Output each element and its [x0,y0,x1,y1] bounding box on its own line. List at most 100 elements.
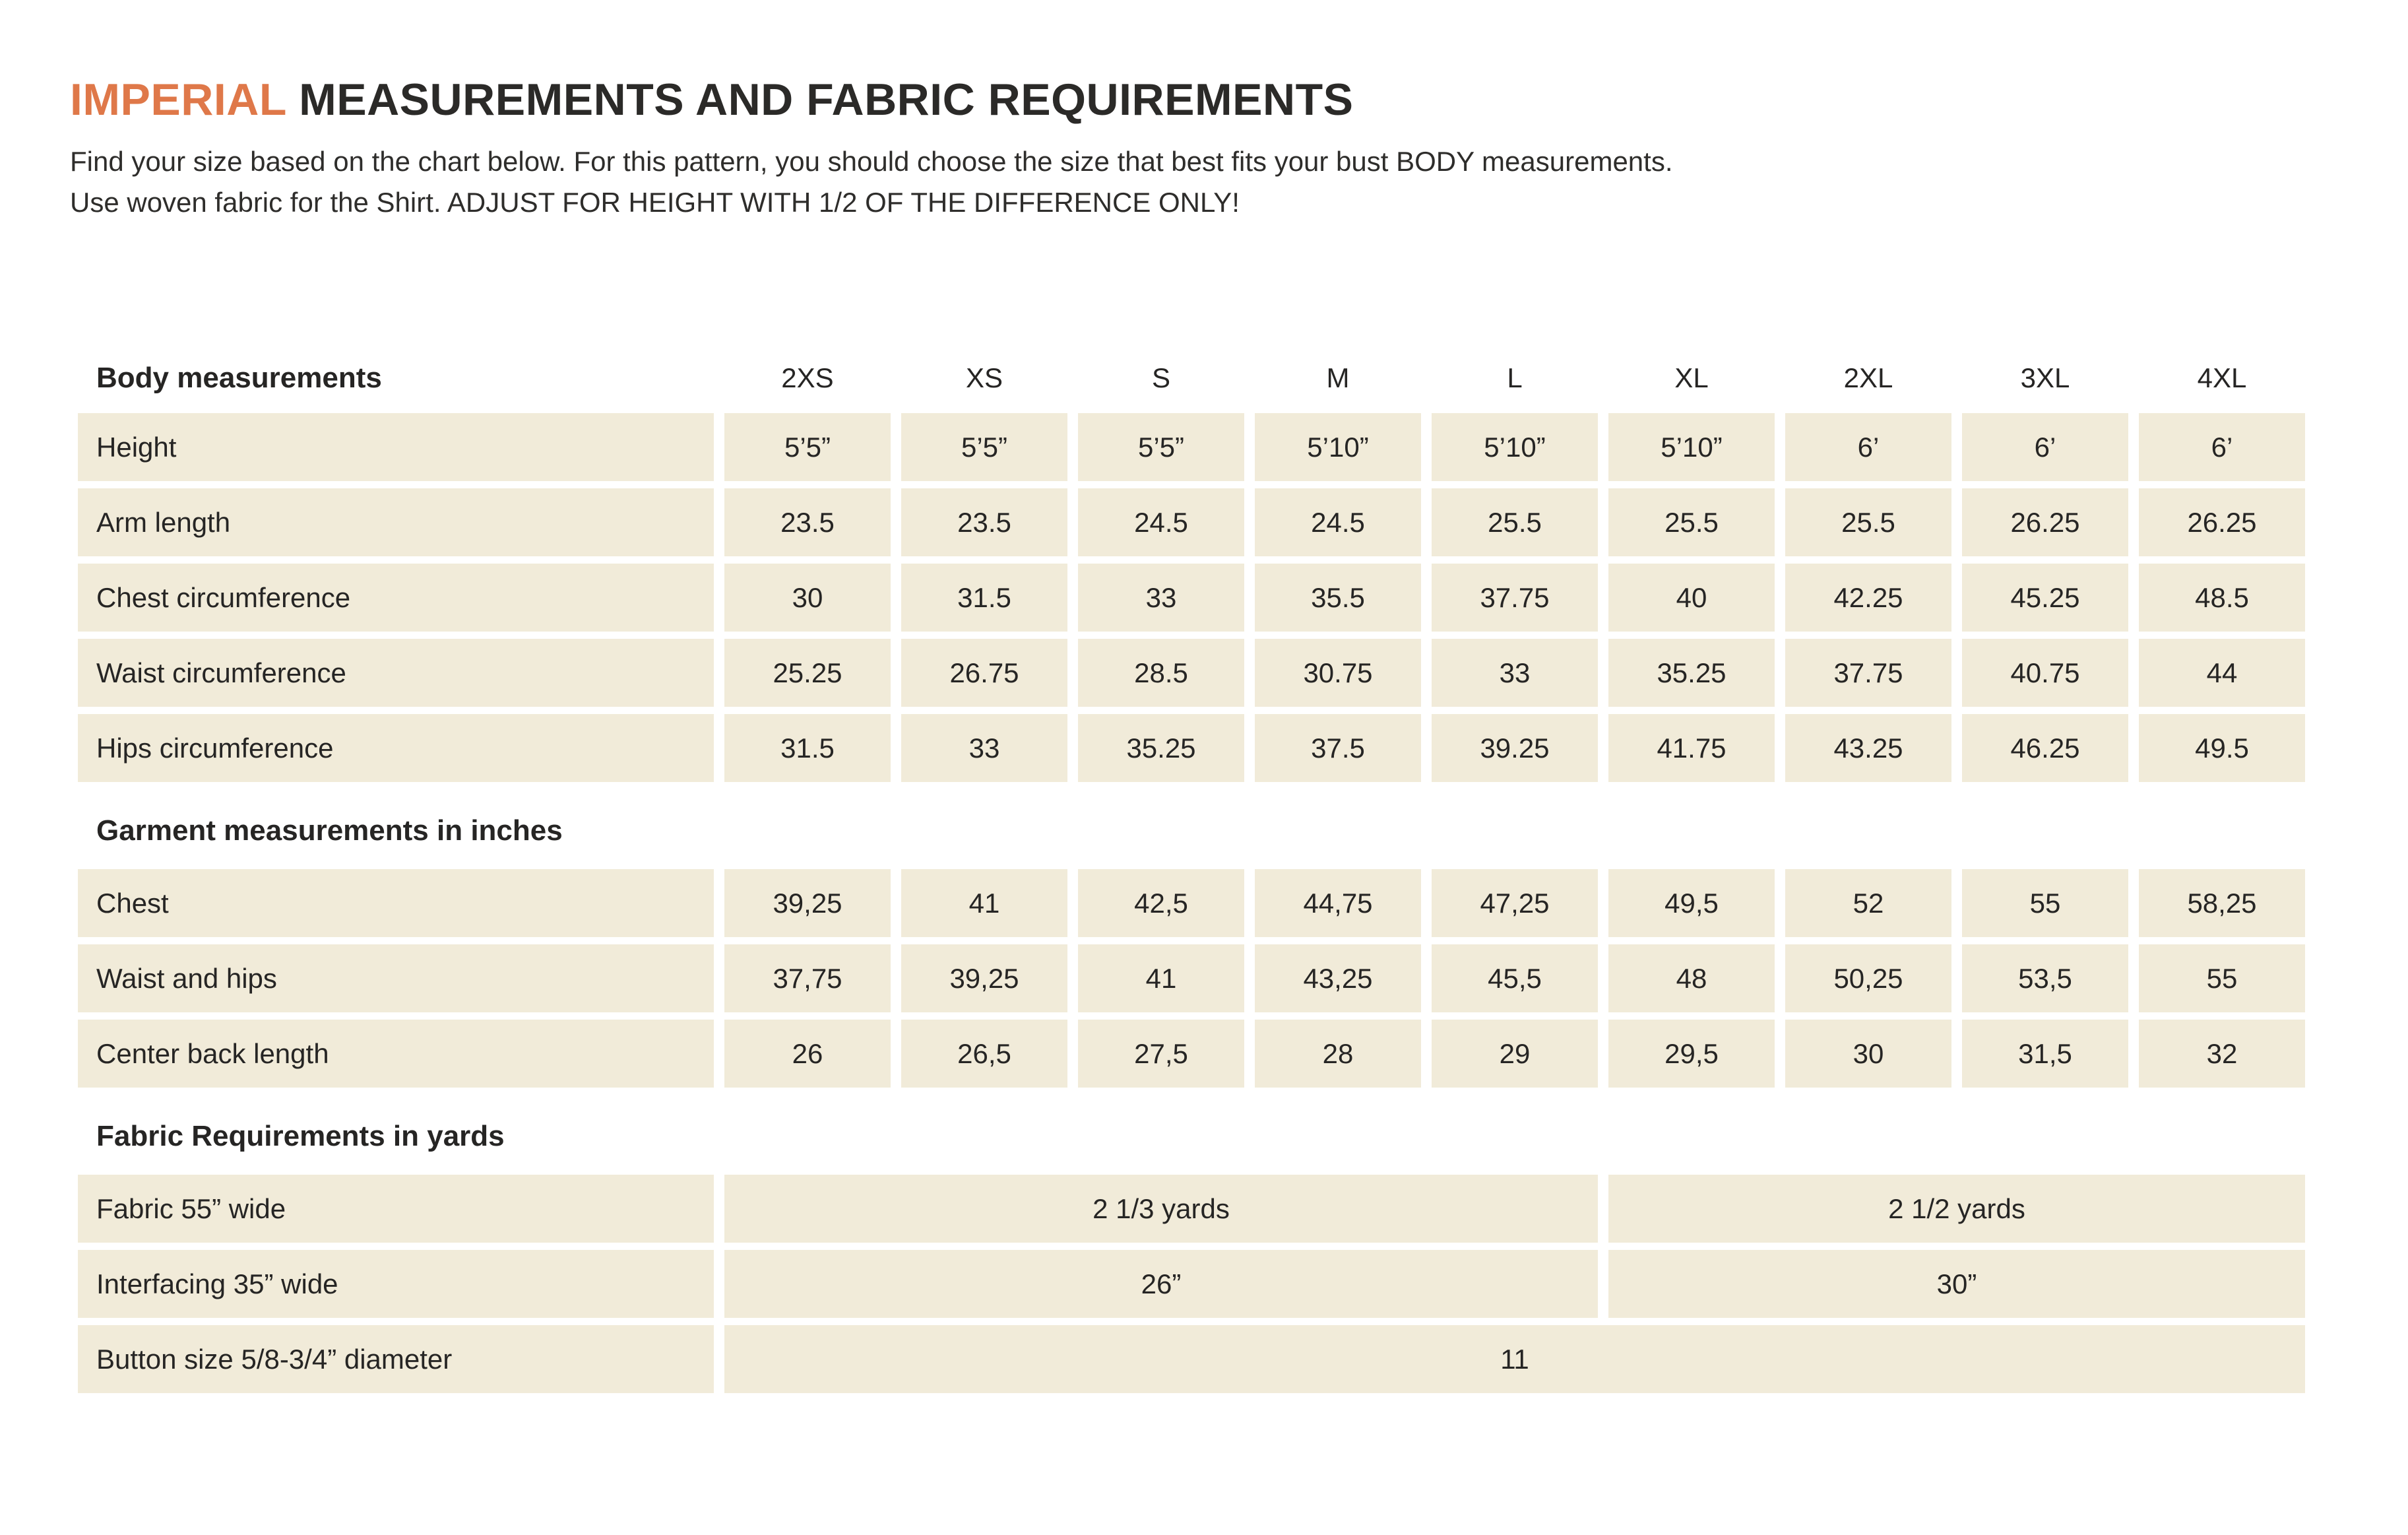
intro-line-2: Use woven fabric for the Shirt. ADJUST F… [70,187,1240,218]
measurement-cell: 24.5 [1255,488,1421,556]
measurement-cell: 41.75 [1608,714,1775,782]
measurement-cell: 47,25 [1432,869,1598,937]
measurement-cell: 43,25 [1255,944,1421,1012]
table-row-interfacing: Interfacing 35” wide 26” 30” [78,1250,2329,1318]
row-label: Fabric 55” wide [78,1175,714,1243]
table-row-waist-circumference: Waist circumference 25.25 26.75 28.5 30.… [78,639,2329,707]
merged-cell-left: 26” [724,1250,1598,1318]
measurement-cell: 33 [901,714,1067,782]
row-label: Button size 5/8-3/4” diameter [78,1325,714,1393]
table-row-garment-waist-hips: Waist and hips 37,75 39,25 41 43,25 45,5… [78,944,2329,1012]
measurement-cell: 37.5 [1255,714,1421,782]
measurement-cell: 24.5 [1078,488,1244,556]
section-header-garment: Garment measurements in inches [96,814,563,847]
column-header-size-xl: XL [1674,362,1709,393]
measurement-cell: 6’ [1962,413,2128,481]
measurement-cell: 26.75 [901,639,1067,707]
column-header-size-xs: XS [965,362,1003,393]
measurement-cell: 29,5 [1608,1020,1775,1088]
measurement-cell: 28.5 [1078,639,1244,707]
measurement-cell: 26,5 [901,1020,1067,1088]
measurement-cell: 48 [1608,944,1775,1012]
section-header-fabric: Fabric Requirements in yards [96,1120,505,1152]
page-title: IMPERIAL MEASUREMENTS AND FABRIC REQUIRE… [70,74,2329,125]
measurement-cell: 44 [2139,639,2305,707]
row-label: Chest circumference [78,564,714,632]
measurement-cell: 26.25 [1962,488,2128,556]
column-header-size-l: L [1507,362,1523,393]
measurement-cell: 5’5” [1078,413,1244,481]
measurement-cell: 41 [1078,944,1244,1012]
measurement-cell: 35.5 [1255,564,1421,632]
merged-cell-right: 2 1/2 yards [1608,1175,2305,1243]
row-label: Hips circumference [78,714,714,782]
measurement-cell: 41 [901,869,1067,937]
measurement-cell: 39,25 [901,944,1067,1012]
table-row-height: Height 5’5” 5’5” 5’5” 5’10” 5’10” 5’10” … [78,413,2329,481]
table-row-center-back-length: Center back length 26 26,5 27,5 28 29 29… [78,1020,2329,1088]
measurement-cell: 33 [1078,564,1244,632]
title-accent: IMPERIAL [70,75,286,125]
measurement-cell: 23.5 [724,488,891,556]
column-header-size-4xl: 4XL [2197,362,2247,393]
measurement-cell: 39.25 [1432,714,1598,782]
size-header-row: Body measurements 2XS XS S M L XL 2XL 3X… [78,354,2329,403]
measurement-cell: 31.5 [724,714,891,782]
measurement-cell: 6’ [1785,413,1951,481]
measurement-cell: 5’5” [724,413,891,481]
measurement-cell: 39,25 [724,869,891,937]
measurement-cell: 27,5 [1078,1020,1244,1088]
measurement-cell: 30 [1785,1020,1951,1088]
column-header-body-measurements: Body measurements [96,362,382,394]
title-rest: MEASUREMENTS AND FABRIC REQUIREMENTS [286,75,1354,125]
measurement-cell: 43.25 [1785,714,1951,782]
row-label: Arm length [78,488,714,556]
measurement-cell: 35.25 [1608,639,1775,707]
measurement-cell: 45,5 [1432,944,1598,1012]
measurement-cell: 44,75 [1255,869,1421,937]
measurement-cell: 5’10” [1608,413,1775,481]
row-label: Chest [78,869,714,937]
measurement-cell: 6’ [2139,413,2305,481]
measurement-cell: 37.75 [1432,564,1598,632]
intro-line-1: Find your size based on the chart below.… [70,146,1673,177]
measurement-cell: 42,5 [1078,869,1244,937]
measurement-cell: 58,25 [2139,869,2305,937]
measurement-cell: 53,5 [1962,944,2128,1012]
measurement-cell: 45.25 [1962,564,2128,632]
table-row-button-size: Button size 5/8-3/4” diameter 11 [78,1325,2329,1393]
measurement-cell: 32 [2139,1020,2305,1088]
measurement-cell: 37.75 [1785,639,1951,707]
column-header-size-3xl: 3XL [2020,362,2070,393]
merged-cell-left: 2 1/3 yards [724,1175,1598,1243]
measurement-cell: 31.5 [901,564,1067,632]
row-label: Waist and hips [78,944,714,1012]
measurement-cell: 33 [1432,639,1598,707]
measurement-cell: 40.75 [1962,639,2128,707]
measurement-cell: 49,5 [1608,869,1775,937]
measurement-cell: 5’10” [1432,413,1598,481]
table-row-hips-circumference: Hips circumference 31.5 33 35.25 37.5 39… [78,714,2329,782]
measurement-cell: 52 [1785,869,1951,937]
merged-cell-full: 11 [724,1325,2305,1393]
table-row-chest-circumference: Chest circumference 30 31.5 33 35.5 37.7… [78,564,2329,632]
table-row-fabric-wide: Fabric 55” wide 2 1/3 yards 2 1/2 yards [78,1175,2329,1243]
measurement-cell: 25.5 [1432,488,1598,556]
row-label: Waist circumference [78,639,714,707]
measurement-cell: 23.5 [901,488,1067,556]
measurement-cell: 25.25 [724,639,891,707]
measurement-cell: 37,75 [724,944,891,1012]
row-label: Interfacing 35” wide [78,1250,714,1318]
measurement-chart: Body measurements 2XS XS S M L XL 2XL 3X… [78,354,2329,1393]
measurement-cell: 35.25 [1078,714,1244,782]
row-label: Center back length [78,1020,714,1088]
measurement-cell: 49.5 [2139,714,2305,782]
merged-cell-right: 30” [1608,1250,2305,1318]
measurement-cell: 29 [1432,1020,1598,1088]
measurement-cell: 26 [724,1020,891,1088]
measurement-cell: 40 [1608,564,1775,632]
measurement-cell: 25.5 [1608,488,1775,556]
measurement-cell: 5’10” [1255,413,1421,481]
table-row-arm-length: Arm length 23.5 23.5 24.5 24.5 25.5 25.5… [78,488,2329,556]
table-row-garment-chest: Chest 39,25 41 42,5 44,75 47,25 49,5 52 … [78,869,2329,937]
